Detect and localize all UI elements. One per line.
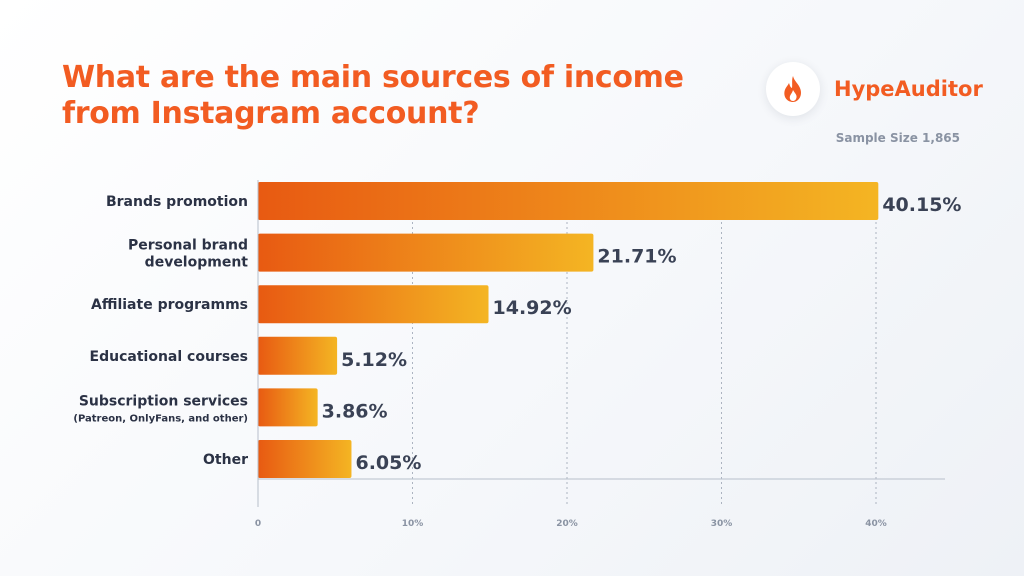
bar [258,285,489,324]
bar [258,440,352,478]
value-label: 40.15% [882,194,961,216]
category-label: Affiliate programms [91,297,248,313]
category-labels: Brands promotion Personal branddevelopmen… [73,194,248,468]
bar [258,182,879,220]
value-label: 21.71% [597,246,676,268]
value-label: 5.12% [341,349,407,371]
brand-name: HypeAuditor [834,77,983,101]
chart-title: What are the main sources of income from… [62,60,684,131]
value-label: 3.86% [322,400,388,422]
value-labels: 40.15% 21.71% 14.92% 5.12% 3.86% 6.05% [322,194,962,474]
brand-logo-circle [766,62,820,116]
category-label: Subscription services [79,393,248,409]
value-label: 14.92% [493,297,572,319]
category-label: Other [203,452,248,468]
bars [258,182,879,478]
category-sublabel: (Patreon, OnlyFans, and other) [73,413,248,424]
x-tick-label: 20% [556,519,578,529]
value-label: 6.05% [355,452,421,474]
x-tick-label: 30% [711,519,733,529]
brand-logo: HypeAuditor [766,62,983,116]
flame-icon [784,76,801,102]
bar [258,388,318,427]
category-label: Personal brand [128,238,248,254]
x-tick-labels: 0 10% 20% 30% 40% [255,519,887,529]
category-label: Educational courses [90,349,248,365]
x-tick-label: 0 [255,519,261,529]
sample-size: Sample Size 1,865 [835,131,960,145]
bar [258,233,594,272]
bar [258,336,338,375]
x-tick-label: 10% [402,519,424,529]
category-label: Brands promotion [106,194,248,210]
category-sublabel: development [145,255,249,271]
grid-lines [412,182,877,507]
x-tick-label: 40% [865,519,887,529]
